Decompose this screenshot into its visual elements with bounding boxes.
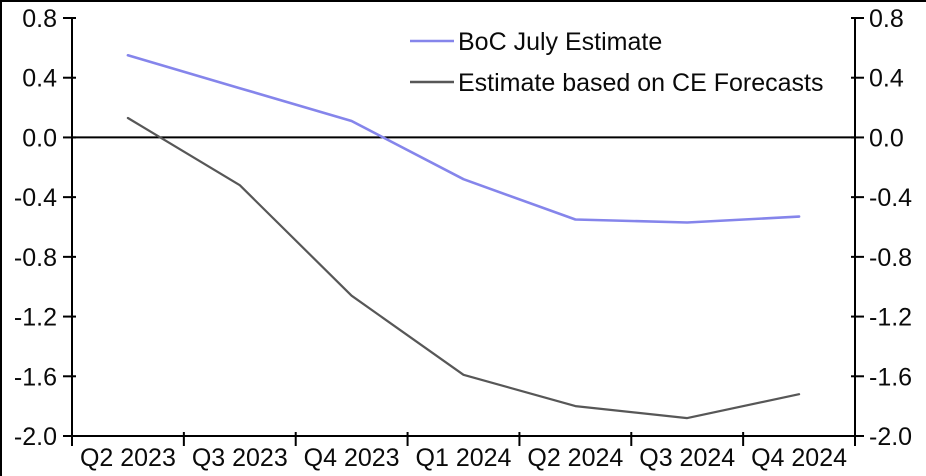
y-tick-label-right: -1.2 bbox=[869, 304, 912, 332]
x-tick-label: Q1 2024 bbox=[416, 444, 512, 472]
y-tick-label-left: -0.4 bbox=[14, 184, 57, 212]
y-tick-label-left: -0.8 bbox=[14, 244, 57, 272]
y-tick-label-right: 0.0 bbox=[869, 124, 904, 152]
x-tick-label: Q2 2023 bbox=[80, 444, 176, 472]
y-tick-label-left: -2.0 bbox=[14, 423, 57, 451]
series-line-1 bbox=[126, 116, 801, 420]
legend-label-1: Estimate based on CE Forecasts bbox=[458, 69, 823, 97]
series-line-0 bbox=[126, 53, 801, 224]
x-tick-label: Q4 2023 bbox=[304, 444, 400, 472]
y-tick-label-right: -2.0 bbox=[869, 423, 912, 451]
y-tick-label-right: -0.8 bbox=[869, 244, 912, 272]
x-tick-label: Q2 2024 bbox=[527, 444, 623, 472]
y-tick-label-left: 0.0 bbox=[22, 124, 57, 152]
y-tick-label-right: 0.4 bbox=[869, 65, 904, 93]
y-tick-label-right: -1.6 bbox=[869, 363, 912, 391]
y-tick-label-right: -0.4 bbox=[869, 184, 912, 212]
y-tick-label-left: 0.8 bbox=[22, 5, 57, 33]
x-tick-label: Q3 2023 bbox=[192, 444, 288, 472]
y-tick-label-left: -1.6 bbox=[14, 363, 57, 391]
legend-label-0: BoC July Estimate bbox=[458, 28, 662, 56]
y-tick-label-left: 0.4 bbox=[22, 65, 57, 93]
y-tick-label-right: 0.8 bbox=[869, 5, 904, 33]
y-tick-label-left: -1.2 bbox=[14, 304, 57, 332]
x-tick-label: Q3 2024 bbox=[639, 444, 735, 472]
x-tick-label: Q4 2024 bbox=[751, 444, 847, 472]
